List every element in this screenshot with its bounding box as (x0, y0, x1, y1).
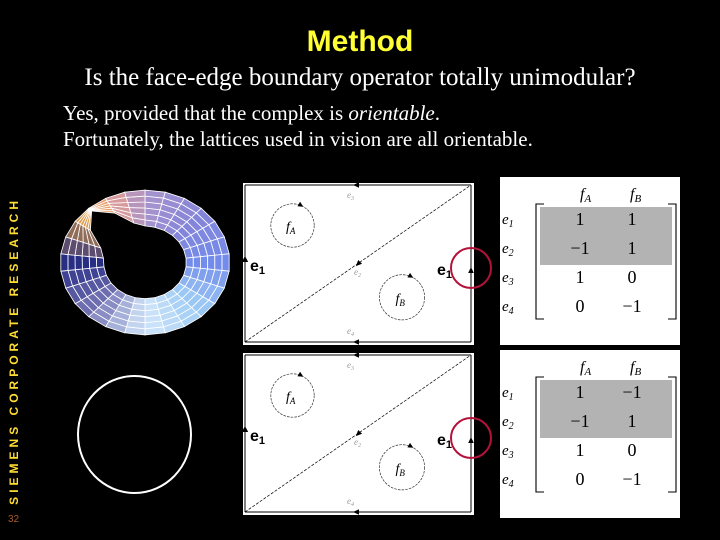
svg-text:−1: −1 (570, 411, 589, 431)
svg-text:−1: −1 (622, 469, 641, 489)
svg-text:fA: fA (286, 390, 296, 406)
svg-text:e3: e3 (502, 270, 514, 288)
svg-text:fA: fA (580, 359, 591, 378)
svg-text:e2: e2 (502, 241, 514, 259)
svg-text:e3: e3 (347, 360, 354, 372)
svg-text:1: 1 (576, 440, 585, 460)
svg-text:1: 1 (576, 209, 585, 229)
svg-text:−1: −1 (570, 238, 589, 258)
svg-text:fB: fB (630, 186, 641, 205)
svg-text:fB: fB (396, 292, 406, 308)
svg-text:e4: e4 (502, 472, 514, 490)
svg-text:1: 1 (628, 209, 637, 229)
svg-text:fA: fA (286, 220, 296, 236)
svg-text:e2: e2 (354, 437, 361, 449)
svg-text:e4: e4 (347, 326, 354, 338)
svg-text:fB: fB (630, 359, 641, 378)
svg-text:1: 1 (576, 267, 585, 287)
svg-text:e1: e1 (502, 212, 514, 230)
svg-text:0: 0 (628, 440, 637, 460)
svg-text:1: 1 (576, 382, 585, 402)
svg-text:fB: fB (396, 462, 406, 478)
svg-text:fA: fA (580, 186, 591, 205)
svg-text:e1: e1 (250, 258, 265, 277)
svg-text:e3: e3 (347, 190, 354, 202)
svg-text:0: 0 (576, 296, 585, 316)
svg-text:1: 1 (628, 411, 637, 431)
svg-text:e4: e4 (502, 299, 514, 317)
svg-text:e1: e1 (250, 428, 265, 447)
svg-text:e3: e3 (502, 443, 514, 461)
svg-text:0: 0 (628, 267, 637, 287)
svg-text:e2: e2 (354, 267, 361, 279)
svg-text:e2: e2 (502, 414, 514, 432)
svg-text:−1: −1 (622, 382, 641, 402)
svg-text:0: 0 (576, 469, 585, 489)
svg-text:1: 1 (628, 238, 637, 258)
svg-text:e4: e4 (347, 496, 354, 508)
svg-text:−1: −1 (622, 296, 641, 316)
svg-text:e1: e1 (502, 385, 514, 403)
